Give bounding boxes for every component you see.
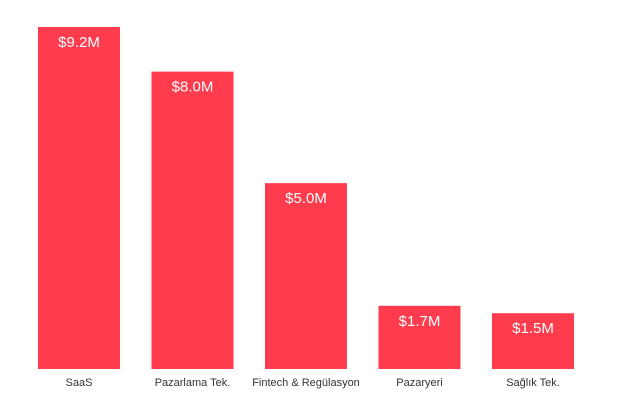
data-label-2: $5.0M [285,190,327,207]
bar-2 [265,183,347,369]
category-label-3: Pazaryeri [396,377,442,389]
data-label-4: $1.5M [512,320,554,337]
bar-3 [378,305,461,369]
data-labels-group: $9.2M $8.0M $5.0M $1.7M $1.5M [58,34,554,337]
data-label-1: $8.0M [172,79,214,96]
data-label-3: $1.7M [399,313,441,330]
bar-1 [151,71,234,369]
data-label-0: $9.2M [58,34,100,51]
category-label-4: Sağlık Tek. [506,377,560,389]
bar-4 [492,313,574,369]
bar-0 [38,27,120,369]
category-label-1: Pazarlama Tek. [155,377,231,389]
category-label-2: Fintech & Regülasyon [252,377,360,389]
category-labels-group: SaaS Pazarlama Tek. Fintech & Regülasyon Pa… [66,377,560,389]
bars-group [38,27,574,369]
category-label-0: SaaS [66,377,93,389]
